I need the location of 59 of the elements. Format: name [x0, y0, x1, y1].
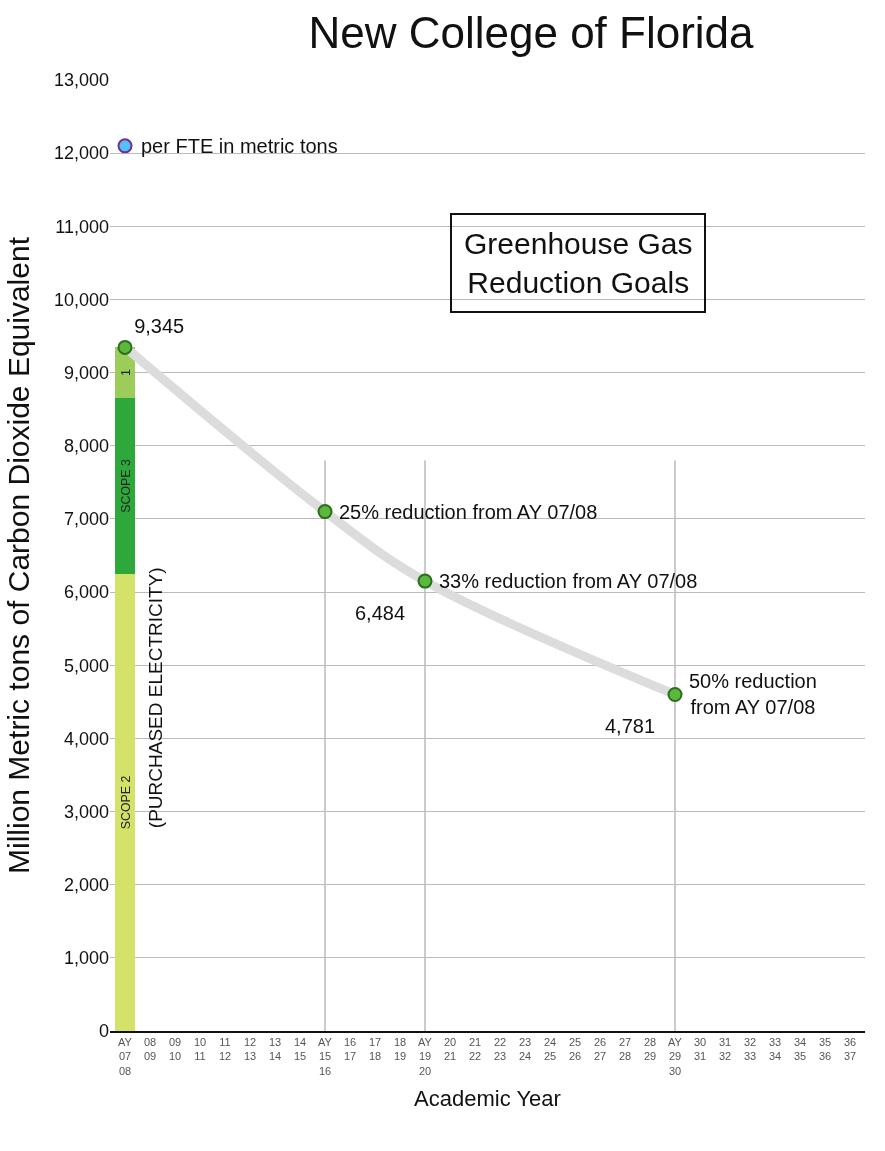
- chart-title: New College of Florida: [308, 8, 755, 58]
- x-tick-label: 21 22: [468, 1035, 482, 1063]
- x-tick-label: 10 11: [193, 1035, 207, 1063]
- x-tick-label: 35 36: [818, 1035, 832, 1063]
- y-tick-label: 13,000: [53, 70, 109, 91]
- y-tick-label: 9,000: [63, 362, 109, 383]
- y-tick-label: 10,000: [53, 289, 109, 310]
- data-label: 9,345: [134, 315, 185, 338]
- x-axis-title: Academic Year: [414, 1085, 561, 1111]
- x-tick-label: 32 33: [743, 1035, 757, 1063]
- x-tick-label: 31 32: [718, 1035, 732, 1063]
- annotation: (PURCHASED ELECTRICITY): [144, 567, 166, 829]
- annotation: 25% reduction from AY 07/08: [339, 501, 598, 523]
- series-label: 1: [118, 369, 133, 377]
- x-tick-label: AY 07 08: [118, 1035, 133, 1077]
- annotation: 4,781: [605, 715, 656, 737]
- y-tick-label: 4,000: [63, 728, 109, 749]
- x-tick-label: 18 19: [393, 1035, 407, 1063]
- x-tick-label: 11 12: [218, 1035, 232, 1063]
- annotation: 50% reduction from AY 07/08: [689, 670, 817, 718]
- x-tick-label: AY 29 30: [668, 1035, 683, 1077]
- x-tick-label: 23 24: [518, 1035, 532, 1063]
- x-tick-label: 09 10: [168, 1035, 182, 1063]
- x-tick-label: 17 18: [368, 1035, 382, 1063]
- y-tick-label: 6,000: [63, 582, 109, 603]
- x-tick-label: 22 23: [493, 1035, 507, 1063]
- x-tick-label: 14 15: [293, 1035, 307, 1063]
- x-tick-label: 34 35: [793, 1035, 807, 1063]
- text: Greenhouse Gas Reduction Goals: [464, 227, 693, 299]
- y-tick-label: 8,000: [63, 436, 109, 457]
- x-tick-label: 20 21: [443, 1035, 457, 1063]
- x-tick-label: 08 09: [143, 1035, 157, 1063]
- y-tick-label: 5,000: [63, 655, 109, 676]
- y-axis-title: Million Metric tons of Carbon Dioxide Equivalent: [1, 236, 35, 874]
- x-tick-label: 24 25: [543, 1035, 557, 1063]
- y-tick-label: 12,000: [53, 143, 109, 164]
- series-label: per FTE in metric tons: [141, 135, 338, 157]
- x-tick-label: 33 34: [768, 1035, 782, 1063]
- y-tick-label: 1,000: [63, 948, 109, 969]
- x-tick-label: 25 26: [568, 1035, 582, 1063]
- x-tick-label: 30 31: [693, 1035, 707, 1063]
- y-tick-label: 2,000: [63, 874, 109, 895]
- y-tick-label: 3,000: [63, 801, 109, 822]
- series-label: SCOPE 2: [118, 775, 133, 830]
- y-tick-label: 7,000: [63, 509, 109, 530]
- x-tick-label: AY 19 20: [418, 1035, 433, 1077]
- x-tick-label: 26 27: [593, 1035, 607, 1063]
- y-tick-label: 0: [98, 1021, 109, 1042]
- x-tick-label: 16 17: [343, 1035, 357, 1063]
- y-tick-label: 11,000: [55, 216, 109, 237]
- annotation: 33% reduction from AY 07/08: [439, 570, 698, 592]
- x-tick-label: 13 14: [268, 1035, 282, 1063]
- series-label: SCOPE 3: [118, 459, 133, 513]
- x-tick-label: 36 37: [843, 1035, 857, 1063]
- x-tick-label: AY 15 16: [318, 1035, 333, 1077]
- x-tick-label: 28 29: [643, 1035, 657, 1063]
- x-tick-label: 12 13: [243, 1035, 257, 1063]
- x-tick-label: 27 28: [618, 1035, 632, 1063]
- annotation: 6,484: [355, 602, 406, 624]
